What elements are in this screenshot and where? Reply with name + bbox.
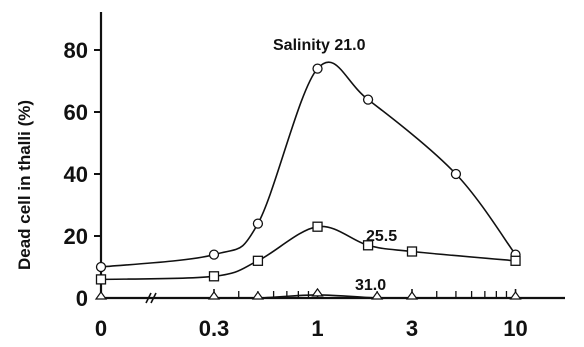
minor-ticks [238,291,508,298]
y-tick-label: 20 [64,224,88,249]
x-tick-label: 3 [406,316,418,341]
data-point-31-0 [94,290,108,300]
y-tick-label: 80 [64,38,88,63]
data-point-31-0 [405,290,419,300]
data-point-25-5 [312,221,323,232]
series-label-31-0: 31.0 [355,277,386,294]
data-point-25-5 [510,255,521,266]
data-point-31-0 [311,287,324,297]
y-axis-label: Dead cell in thalli (%) [15,100,34,270]
data-point-25-5 [208,271,220,282]
curves [100,61,517,300]
x-tick-label: 0.3 [199,316,230,341]
data-point-salinity-21-0 [252,218,264,229]
data-point-25-5 [406,246,418,257]
y-tick-label: 60 [64,100,88,125]
data-point-31-0 [251,290,265,300]
data-point-31-0 [509,290,522,300]
data-point-salinity-21-0 [362,94,374,105]
data-point-25-5 [362,240,374,251]
data-point-salinity-21-0 [95,261,107,273]
x-tick-label: 1 [311,316,323,341]
markers [94,63,522,300]
y-tick-label: 0 [76,286,88,311]
data-point-salinity-21-0 [450,168,462,180]
series-label-salinity-21-0: Salinity 21.0 [273,37,366,54]
series-label-25-5: 25.5 [366,228,397,245]
data-point-25-5 [252,255,264,266]
data-point-salinity-21-0 [312,63,323,74]
series-line-salinity-21-0 [100,61,517,268]
data-point-31-0 [370,290,384,300]
y-tick-label: 40 [64,162,88,187]
data-point-31-0 [207,290,221,300]
x-tick-label: 0 [95,316,107,341]
data-point-25-5 [95,274,107,285]
series-line-25-5 [100,225,516,281]
data-point-salinity-21-0 [208,249,220,260]
x-tick-label: 10 [503,316,527,341]
